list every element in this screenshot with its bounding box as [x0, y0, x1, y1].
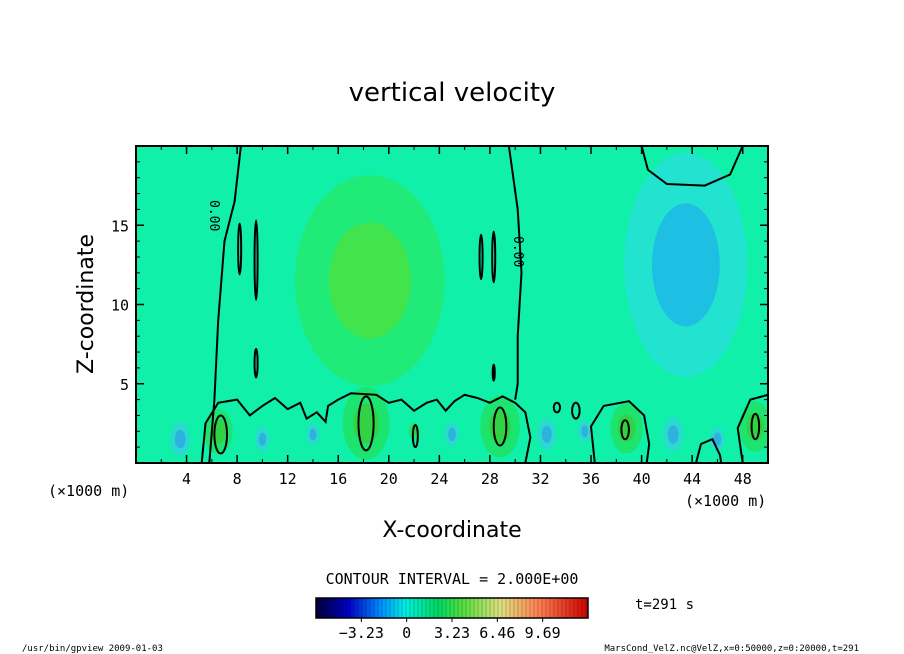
colorbar-tick-label: 6.46 — [479, 624, 515, 642]
colorbar-stripes — [317, 599, 587, 617]
contour-line — [640, 146, 744, 187]
contour-line — [507, 146, 523, 400]
field-blob — [353, 403, 379, 444]
field-blob — [489, 409, 511, 444]
x-tick-label: 28 — [481, 470, 499, 488]
colorbar-tick-label: 0 — [402, 624, 411, 642]
field-blob — [581, 425, 589, 438]
x-tick-label: 36 — [582, 470, 600, 488]
x-axis: 4 8 12 16 20 24 28 32 36 40 44 48 — [160, 146, 752, 488]
x-tick-label: 12 — [279, 470, 297, 488]
colorbar-tick-label: 3.23 — [434, 624, 470, 642]
y-axis-label: Z-coordinate — [74, 234, 99, 374]
colorbar — [315, 597, 589, 619]
contour-label: 0.00 — [206, 200, 221, 231]
x-tick-label: 20 — [380, 470, 398, 488]
contour-loop — [750, 412, 761, 441]
field-blob — [667, 425, 679, 444]
footer-left: /usr/bin/gpview 2009-01-03 — [22, 644, 163, 654]
x-tick-label: 48 — [734, 470, 752, 488]
colorbar-tick-label: −3.23 — [339, 624, 384, 642]
field-blob — [448, 427, 456, 442]
contour-loop — [411, 423, 419, 449]
contour-loop — [478, 233, 484, 281]
chart-title: vertical velocity — [349, 78, 556, 108]
field-blob — [651, 203, 720, 327]
field-blob — [174, 429, 186, 449]
field-blob — [713, 432, 722, 446]
contour-loop — [491, 363, 496, 382]
contour-line — [589, 400, 651, 463]
contour-loop — [571, 401, 581, 420]
y-tick-label: 10 — [111, 297, 129, 315]
x-unit-right: (×1000 m) — [685, 492, 766, 510]
contour-loop — [213, 414, 229, 455]
contour-loop — [620, 419, 630, 441]
x-unit-left: (×1000 m) — [48, 482, 129, 500]
y-axis: 5 10 15 — [111, 161, 768, 448]
x-tick-label: 4 — [182, 470, 191, 488]
contour-line — [695, 437, 723, 463]
x-axis-label: X-coordinate — [382, 518, 521, 543]
x-tick-label: 24 — [430, 470, 448, 488]
field-blob — [258, 432, 267, 446]
y-tick-label: 5 — [120, 376, 129, 394]
contour-loop — [491, 230, 497, 284]
contour-loop — [357, 395, 375, 452]
field-blob — [746, 412, 765, 441]
colorbar-ticks: −3.23 0 3.23 6.46 9.69 — [339, 618, 561, 642]
time-label: t=291 s — [635, 597, 694, 613]
x-tick-label: 44 — [683, 470, 701, 488]
contour-loop — [552, 401, 562, 414]
contour-loop — [253, 347, 259, 379]
field-blob — [328, 222, 411, 339]
contour-loop — [237, 222, 243, 276]
contour-line — [736, 393, 768, 463]
x-tick-label: 32 — [531, 470, 549, 488]
x-tick-label: 8 — [233, 470, 242, 488]
field-blob — [541, 425, 552, 444]
colorbar-tick-label: 9.69 — [525, 624, 561, 642]
footer-right: MarsCond_VelZ.nc@VelZ,x=0:50000,z=0:2000… — [604, 644, 859, 654]
contour-loop — [253, 219, 259, 301]
contour-loop — [492, 406, 508, 447]
x-tick-label: 16 — [329, 470, 347, 488]
contour-interval: CONTOUR INTERVAL = 2.000E+00 — [326, 570, 579, 588]
x-tick-label: 40 — [633, 470, 651, 488]
contour-label: 0.00 — [510, 236, 525, 267]
field-blob — [309, 428, 317, 441]
plot-area — [136, 146, 768, 463]
contour-line — [200, 392, 532, 463]
y-tick-label: 15 — [111, 217, 129, 235]
